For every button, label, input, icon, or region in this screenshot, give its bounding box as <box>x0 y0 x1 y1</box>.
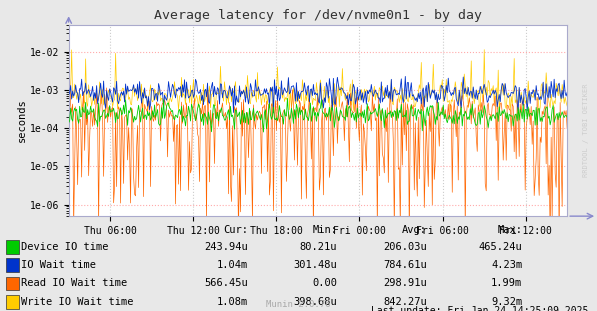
Text: 465.24u: 465.24u <box>479 242 522 252</box>
Text: 301.48u: 301.48u <box>294 260 337 270</box>
Text: 566.45u: 566.45u <box>204 278 248 289</box>
Text: Cur:: Cur: <box>223 225 248 235</box>
Text: Read IO Wait time: Read IO Wait time <box>21 278 127 289</box>
Text: Max:: Max: <box>497 225 522 235</box>
Text: 1.08m: 1.08m <box>217 297 248 307</box>
Text: Munin 2.0.76: Munin 2.0.76 <box>266 300 331 309</box>
Title: Average latency for /dev/nvme0n1 - by day: Average latency for /dev/nvme0n1 - by da… <box>154 9 482 22</box>
Text: Device IO time: Device IO time <box>21 242 109 252</box>
Bar <box>6 295 19 309</box>
Text: Write IO Wait time: Write IO Wait time <box>21 297 133 307</box>
Bar <box>6 258 19 272</box>
Text: 206.03u: 206.03u <box>383 242 427 252</box>
Text: 784.61u: 784.61u <box>383 260 427 270</box>
Text: 80.21u: 80.21u <box>300 242 337 252</box>
Text: 243.94u: 243.94u <box>204 242 248 252</box>
Text: 9.32m: 9.32m <box>491 297 522 307</box>
Text: 4.23m: 4.23m <box>491 260 522 270</box>
Bar <box>6 240 19 254</box>
Text: Min:: Min: <box>312 225 337 235</box>
Text: 298.91u: 298.91u <box>383 278 427 289</box>
Bar <box>6 276 19 290</box>
Text: 0.00: 0.00 <box>312 278 337 289</box>
Text: Avg:: Avg: <box>402 225 427 235</box>
Text: 1.04m: 1.04m <box>217 260 248 270</box>
Text: RRDTOOL / TOBI OETIKER: RRDTOOL / TOBI OETIKER <box>583 84 589 177</box>
Text: 1.99m: 1.99m <box>491 278 522 289</box>
Y-axis label: seconds: seconds <box>17 99 27 142</box>
Text: 398.68u: 398.68u <box>294 297 337 307</box>
Text: IO Wait time: IO Wait time <box>21 260 96 270</box>
Text: Last update: Fri Jan 24 14:25:09 2025: Last update: Fri Jan 24 14:25:09 2025 <box>371 306 588 311</box>
Text: 842.27u: 842.27u <box>383 297 427 307</box>
